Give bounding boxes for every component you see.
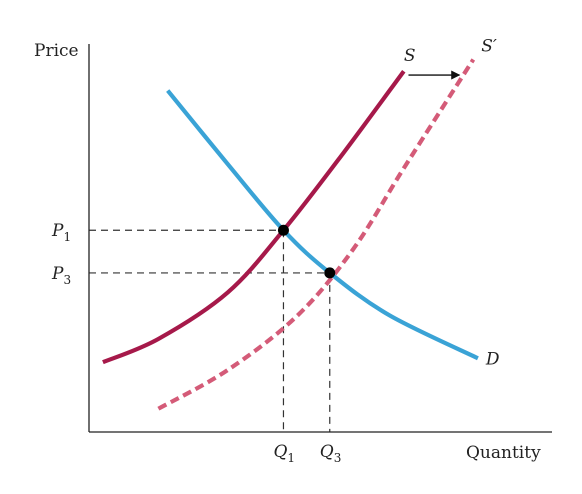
demand-curve [166,89,479,361]
curve-labels: S S′ D [404,37,500,370]
curves [102,58,479,411]
y-tick-label-1: P1 [51,221,71,244]
x-tick-label-2: Q3 [320,442,342,465]
equilibrium-points [277,224,336,279]
y-axis-title: Price [34,41,79,61]
shifted-supply-curve [157,58,476,411]
y-tick-label-2: P3 [51,264,71,287]
tick-labels: P1 P3 Q1 Q3 [51,221,341,465]
x-tick-label-1: Q1 [273,442,295,465]
supply-curve-label: S [404,46,416,66]
equilibrium-point-1 [277,224,289,236]
supply-curve [102,69,406,365]
demand-curve-label: D [485,349,500,369]
x-axis-title: Quantity [466,443,541,463]
guide-lines [89,229,331,432]
shifted-supply-curve-label: S′ [481,37,497,57]
equilibrium-point-2 [324,267,336,279]
